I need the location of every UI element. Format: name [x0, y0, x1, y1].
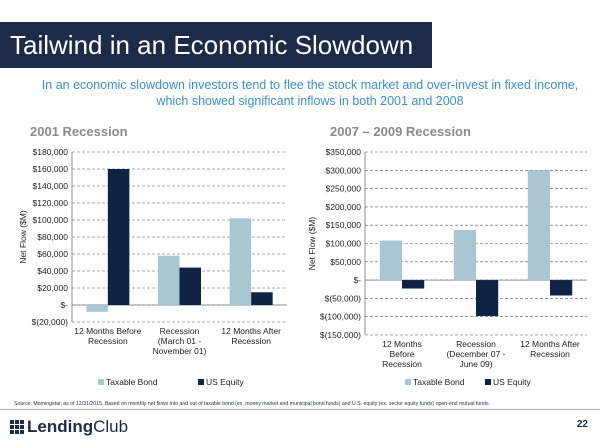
legend-swatch — [198, 379, 204, 385]
y-tick-label: $20,000 — [37, 283, 68, 293]
y-tick-label: $60,000 — [37, 249, 68, 259]
y-tick-label: $180,000 — [33, 147, 69, 157]
bar-taxable-bond — [453, 229, 476, 281]
y-tick-label: $40,000 — [37, 266, 68, 276]
legend-label: US Equity — [493, 377, 532, 387]
chart-title-2001: 2001 Recession — [30, 124, 128, 139]
legend-label: Taxable Bond — [106, 377, 158, 387]
y-tick-label: $250,000 — [326, 184, 362, 194]
bar-us-equity — [402, 280, 425, 289]
slide-subtitle: In an economic slowdown investors tend t… — [41, 78, 579, 108]
x-category-label: 12 Months Before Recession — [382, 339, 422, 369]
chart-2007-2009-recession: $(150,000) $(100,000) $(50,000) $- $50,000 $1… — [307, 147, 587, 387]
y-tick-label: $(50,000) — [325, 293, 362, 303]
y-tick-label: $150,000 — [326, 220, 362, 230]
legend-swatch — [485, 379, 491, 385]
bar-taxable-bond — [229, 218, 252, 305]
bar-taxable-bond — [527, 170, 550, 281]
bar-taxable-bond — [379, 240, 402, 281]
source-note: Source: Morningstar, as of 12/31/2015. B… — [14, 401, 491, 407]
page-number: 22 — [576, 419, 588, 430]
x-category-label: 12 Months After Recession — [520, 339, 580, 359]
slide-title: Tailwind in an Economic Slowdown — [0, 22, 432, 68]
y-tick-label: $300,000 — [326, 165, 362, 175]
bar-us-equity — [550, 280, 573, 296]
x-category-label: 12 Months After Recession — [221, 326, 281, 346]
y-tick-label: $100,000 — [326, 239, 362, 249]
logo-text-club: Club — [93, 417, 129, 436]
x-category-label: Recession (December 07 -June 09) — [446, 339, 505, 369]
bar-taxable-bond — [158, 255, 180, 305]
legend-swatch — [405, 379, 411, 385]
y-axis-label: Net Flow ($M) — [307, 217, 317, 271]
legend-swatch — [98, 379, 104, 385]
chart-2001-recession: $(20,000) $- $20,000 $40,000 $60,000 $80,000 $… — [18, 147, 287, 387]
logo-text-lending: Lending — [27, 417, 94, 436]
footer-divider — [0, 409, 600, 410]
y-tick-label: $(20,000) — [32, 317, 69, 327]
y-tick-label: $- — [353, 275, 361, 285]
bar-us-equity — [251, 292, 273, 305]
y-tick-label: $80,000 — [37, 232, 68, 242]
legend-label: US Equity — [206, 377, 245, 387]
x-category-label: 12 Months Before Recession — [74, 326, 141, 346]
chart-title-2007-2009: 2007 – 2009 Recession — [330, 124, 471, 139]
y-tick-label: $160,000 — [33, 164, 69, 174]
y-tick-label: $120,000 — [33, 198, 69, 208]
bar-us-equity — [107, 169, 130, 305]
legend-label: Taxable Bond — [413, 377, 465, 387]
y-tick-label: $50,000 — [330, 257, 361, 267]
y-axis-label: Net Flow ($M) — [18, 210, 28, 264]
x-category-label: Recession (March 01 -November 01) — [153, 326, 207, 356]
bar-us-equity — [179, 267, 201, 305]
y-tick-label: $(150,000) — [320, 330, 361, 340]
y-tick-label: $100,000 — [33, 215, 69, 225]
y-tick-label: $- — [60, 300, 68, 310]
lendingclub-logo: Lending Club — [10, 417, 128, 437]
logo-grid-icon — [10, 420, 24, 434]
y-tick-label: $200,000 — [326, 202, 362, 212]
bar-us-equity — [476, 280, 499, 316]
y-tick-label: $(100,000) — [320, 312, 361, 322]
y-tick-label: $350,000 — [326, 147, 362, 157]
y-tick-label: $140,000 — [33, 181, 69, 191]
bar-taxable-bond — [86, 305, 108, 312]
